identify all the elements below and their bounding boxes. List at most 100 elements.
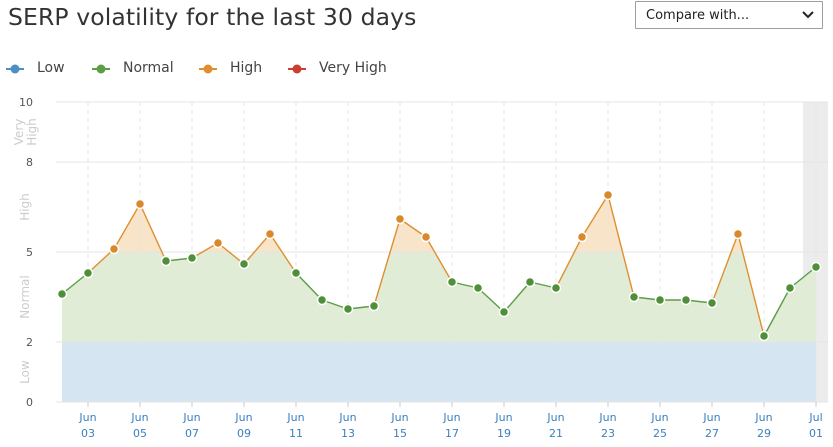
x-tick-label: Jun <box>598 411 616 424</box>
y-tick-label: 2 <box>26 336 33 349</box>
volatility-chart: 025810LowNormalHighVeryHighJun03Jun05Jun… <box>12 96 828 440</box>
legend-marker-icon <box>288 64 306 74</box>
y-tick-label: 8 <box>26 156 33 169</box>
data-point <box>524 276 536 288</box>
data-point <box>264 228 276 240</box>
data-point <box>108 243 120 255</box>
y-tick-label: 10 <box>19 96 33 109</box>
normal-area <box>62 252 816 342</box>
data-point <box>342 303 354 315</box>
series-segment <box>607 194 635 298</box>
data-point <box>550 282 562 294</box>
series-segment <box>425 236 453 283</box>
x-tick-label: Jul <box>808 411 822 424</box>
low-band <box>62 342 816 402</box>
zone-label: High <box>18 193 32 221</box>
series-segment <box>763 287 791 337</box>
series-segment <box>217 242 245 265</box>
legend-label: Normal <box>123 60 174 76</box>
series-segment <box>477 287 505 313</box>
series-segment <box>503 281 531 313</box>
data-point <box>472 282 484 294</box>
zone-label: Low <box>18 360 32 384</box>
x-tick-label: 21 <box>549 427 563 440</box>
legend-label: High <box>230 60 263 76</box>
x-tick-label: 17 <box>445 427 459 440</box>
data-point <box>758 330 770 342</box>
series-segment <box>87 248 115 274</box>
legend-label: Very High <box>319 60 387 76</box>
series-segment <box>581 194 609 238</box>
x-tick-label: 03 <box>81 427 95 440</box>
data-point <box>732 228 744 240</box>
data-point <box>654 294 666 306</box>
data-point <box>628 291 640 303</box>
data-point <box>420 231 432 243</box>
legend-marker-icon <box>92 64 110 74</box>
data-point <box>290 267 302 279</box>
x-tick-label: 09 <box>237 427 251 440</box>
compare-with-dropdown[interactable]: Compare with... <box>635 1 823 29</box>
x-tick-label: 15 <box>393 427 407 440</box>
x-tick-label: Jun <box>286 411 304 424</box>
zone-label: Normal <box>18 275 32 318</box>
data-point <box>394 213 406 225</box>
legend-marker-icon <box>6 64 24 74</box>
data-point <box>706 297 718 309</box>
data-point <box>446 276 458 288</box>
data-point <box>368 300 380 312</box>
series-segment <box>737 233 765 337</box>
x-tick-label: Jun <box>546 411 564 424</box>
series-segment <box>113 203 141 250</box>
zone-label: VeryHigh <box>12 118 39 146</box>
x-tick-label: 13 <box>341 427 355 440</box>
data-point <box>680 294 692 306</box>
x-tick-label: Jun <box>130 411 148 424</box>
legend-marker-icon <box>199 64 217 74</box>
data-point <box>56 288 68 300</box>
data-point <box>134 198 146 210</box>
y-tick-label: 5 <box>26 246 33 259</box>
data-point <box>186 252 198 264</box>
x-tick-label: 23 <box>601 427 615 440</box>
x-tick-label: Jun <box>442 411 460 424</box>
x-tick-label: Jun <box>494 411 512 424</box>
series-segment <box>269 233 297 274</box>
x-tick-label: Jun <box>338 411 356 424</box>
x-tick-label: Jun <box>78 411 96 424</box>
series-segment <box>711 233 739 304</box>
x-tick-label: 01 <box>809 427 823 440</box>
x-tick-label: Jun <box>234 411 252 424</box>
series-segment <box>243 233 271 265</box>
page-title: SERP volatility for the last 30 days <box>8 3 417 31</box>
data-point <box>316 294 328 306</box>
legend-label: Low <box>37 60 65 76</box>
x-tick-label: 29 <box>757 427 771 440</box>
data-point <box>160 255 172 267</box>
series-segment <box>61 272 89 295</box>
series-segment <box>555 236 583 289</box>
series-segment <box>139 203 167 262</box>
series-segment <box>373 218 401 307</box>
x-tick-label: 11 <box>289 427 303 440</box>
x-tick-label: 19 <box>497 427 511 440</box>
data-point <box>82 267 94 279</box>
series-segment <box>399 218 427 238</box>
compare-with-label: Compare with... <box>646 8 750 23</box>
x-tick-label: Jun <box>754 411 772 424</box>
x-tick-label: Jun <box>182 411 200 424</box>
x-tick-label: Jun <box>650 411 668 424</box>
data-point <box>498 306 510 318</box>
series-segment <box>789 266 817 289</box>
data-point <box>576 231 588 243</box>
x-tick-label: 25 <box>653 427 667 440</box>
x-tick-label: Jun <box>702 411 720 424</box>
series-segment <box>295 272 323 301</box>
y-tick-label: 0 <box>26 396 33 409</box>
data-point <box>810 261 822 273</box>
data-point <box>238 258 250 270</box>
data-point <box>212 237 224 249</box>
chevron-down-icon <box>802 11 814 19</box>
x-tick-label: 27 <box>705 427 719 440</box>
x-tick-label: 05 <box>133 427 147 440</box>
